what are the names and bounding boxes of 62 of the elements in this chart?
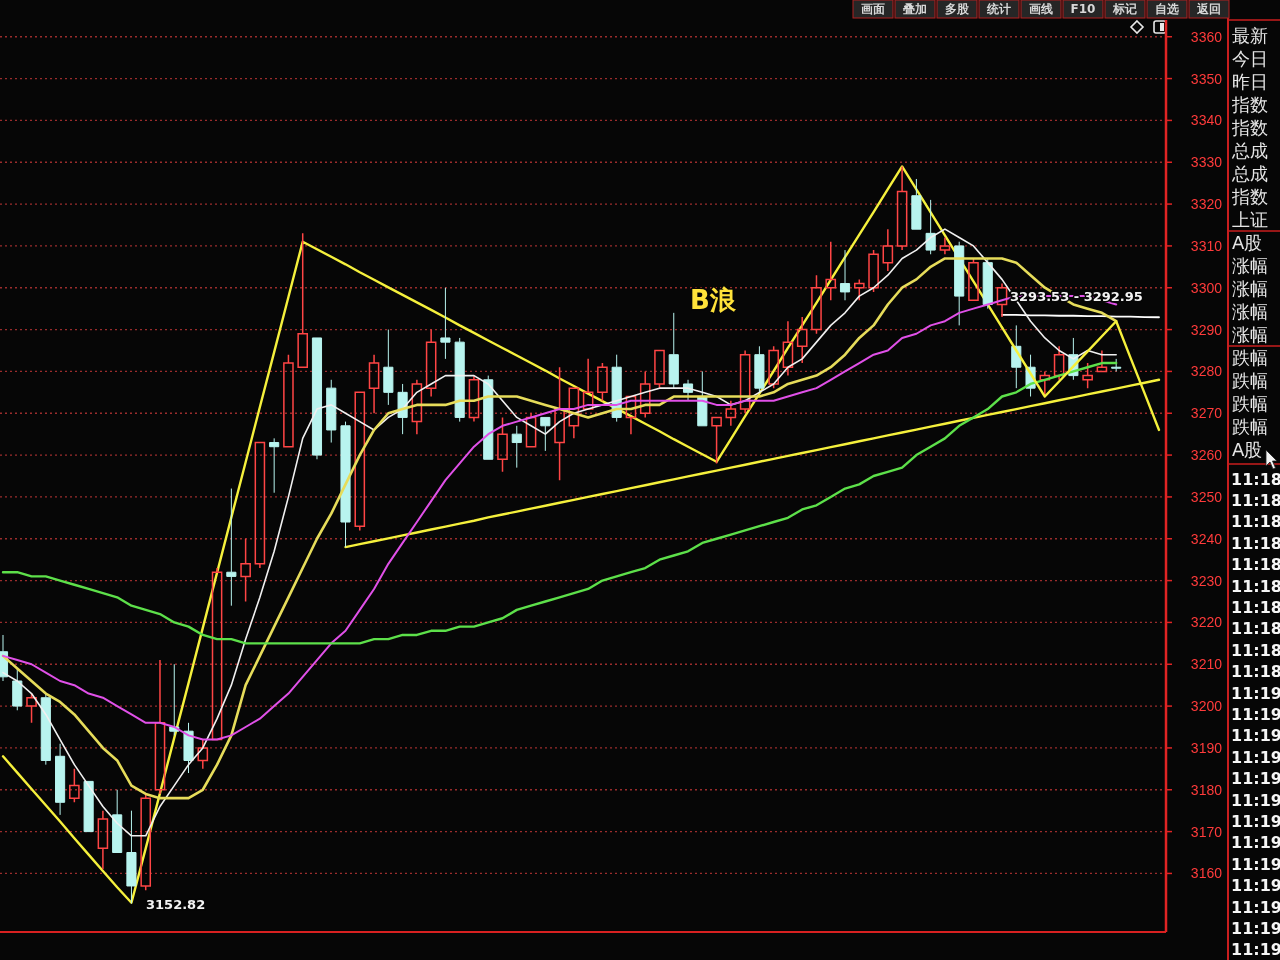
text: 画线 — [1029, 2, 1053, 16]
y-tick-label: 3290 — [1190, 321, 1223, 338]
text: 昨日 — [1232, 70, 1268, 92]
y-tick-label: 3250 — [1190, 488, 1223, 505]
text: 11:19 — [1231, 876, 1280, 896]
text: 标记 — [1112, 2, 1137, 16]
text: 最新 — [1232, 24, 1268, 46]
text: 跌幅 — [1232, 369, 1268, 391]
text: 11:19 — [1231, 811, 1280, 831]
text: 11:19 — [1231, 854, 1280, 874]
y-tick-label: 3280 — [1190, 363, 1223, 380]
y-tick-label: 3160 — [1190, 865, 1223, 882]
text: 11:19 — [1231, 726, 1280, 746]
y-tick-label: 3200 — [1190, 698, 1223, 715]
text: A股 — [1232, 438, 1263, 460]
text: 今日 — [1232, 47, 1268, 69]
y-tick-label: 3210 — [1190, 656, 1223, 673]
text: 跌幅 — [1232, 392, 1268, 414]
text: 指数 — [1231, 93, 1268, 115]
y-tick-label: 3190 — [1190, 739, 1223, 756]
text: 11:19 — [1231, 683, 1280, 703]
y-tick-label: 3300 — [1190, 279, 1223, 296]
text: 11:19 — [1231, 940, 1280, 960]
text: 11:19 — [1231, 747, 1280, 767]
y-tick-label: 3310 — [1190, 237, 1223, 254]
text: 画面 — [861, 2, 885, 16]
text: 多股 — [945, 2, 970, 16]
text: 统计 — [986, 2, 1011, 16]
text: 叠加 — [902, 2, 927, 16]
y-tick-label: 3360 — [1190, 28, 1223, 45]
text: F10 — [1070, 2, 1096, 16]
y-tick-label: 3260 — [1190, 447, 1223, 464]
y-tick-label: 3220 — [1190, 614, 1223, 631]
text: 11:19 — [1231, 769, 1280, 789]
text: 涨幅 — [1232, 300, 1268, 322]
y-tick-label: 3330 — [1190, 154, 1223, 171]
text: 跌幅 — [1232, 415, 1268, 437]
y-tick-label: 3180 — [1190, 781, 1223, 798]
text: 11:19 — [1231, 897, 1280, 917]
text: 总成 — [1231, 162, 1268, 184]
y-tick-label: 3240 — [1190, 530, 1223, 547]
y-tick-label: 3170 — [1190, 823, 1223, 840]
text: 11:19 — [1231, 790, 1280, 810]
text: 涨幅 — [1232, 277, 1268, 299]
text: 上证 — [1232, 208, 1268, 230]
y-tick-label: 3350 — [1190, 70, 1223, 87]
text: 返回 — [1196, 2, 1221, 16]
y-tick-label: 3270 — [1190, 405, 1223, 422]
y-tick-label: 3230 — [1190, 572, 1223, 589]
text: A股 — [1232, 231, 1263, 253]
y-tick-label: 3340 — [1190, 112, 1223, 129]
text: 涨幅 — [1232, 254, 1268, 276]
text: 涨幅 — [1232, 323, 1268, 345]
text: 11:19 — [1231, 833, 1280, 853]
text: 11:19 — [1231, 704, 1280, 724]
text: 11:19 — [1231, 918, 1280, 938]
text: 自选 — [1155, 2, 1179, 16]
text: 总成 — [1231, 139, 1268, 161]
text: 指数 — [1231, 116, 1268, 138]
text: 指数 — [1231, 185, 1268, 207]
y-tick-label: 3320 — [1190, 196, 1223, 213]
text: 跌幅 — [1232, 346, 1268, 368]
